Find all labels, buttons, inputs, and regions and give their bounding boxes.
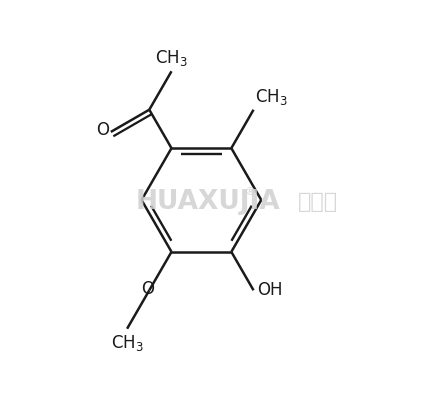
- Text: ®: ®: [244, 187, 255, 197]
- Text: CH$_3$: CH$_3$: [155, 48, 188, 68]
- Text: HUAXUJIA: HUAXUJIA: [136, 189, 280, 215]
- Text: O: O: [96, 121, 109, 139]
- Text: O: O: [141, 280, 154, 298]
- Text: 化学加: 化学加: [298, 192, 338, 212]
- Text: CH$_3$: CH$_3$: [256, 87, 288, 107]
- Text: CH$_3$: CH$_3$: [111, 333, 144, 353]
- Text: OH: OH: [256, 281, 282, 299]
